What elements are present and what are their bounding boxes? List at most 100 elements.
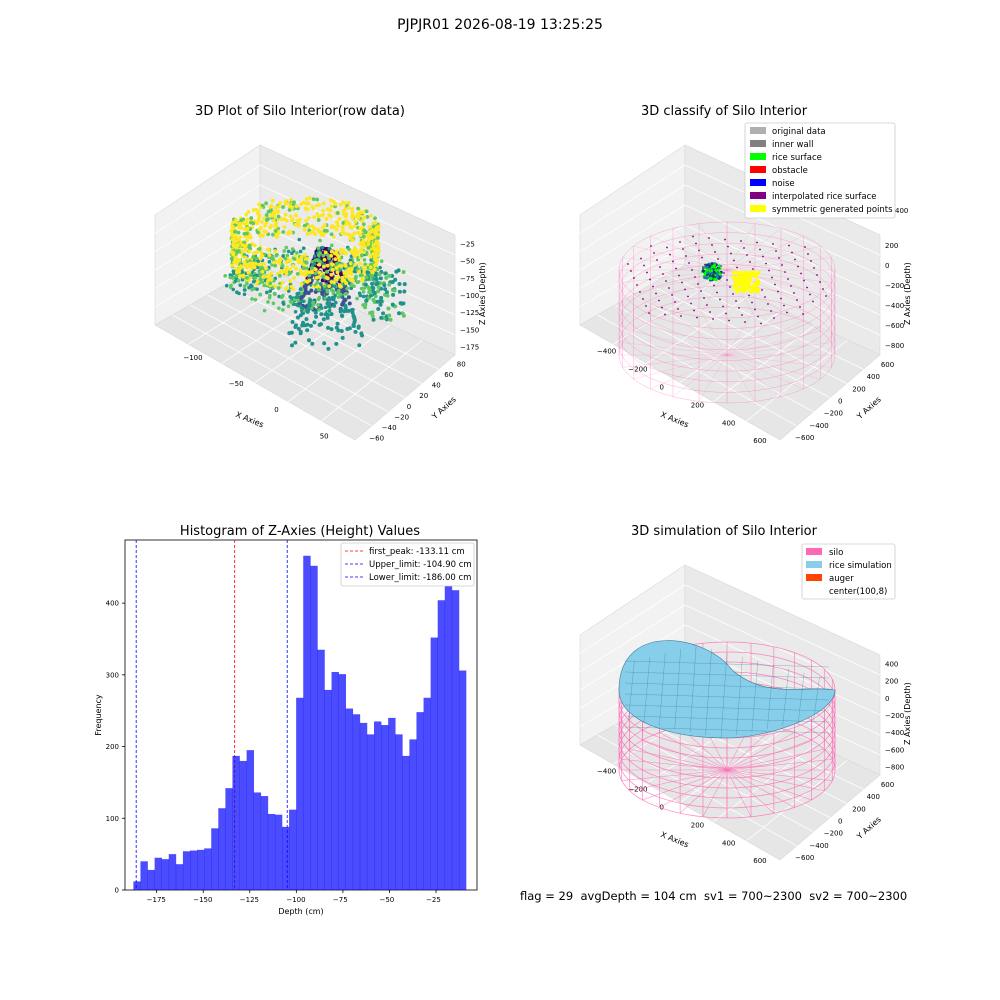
p4-ytick-label: 200 bbox=[852, 805, 865, 813]
p1-point bbox=[373, 216, 377, 220]
p1-point bbox=[275, 235, 279, 239]
p3-bar bbox=[268, 814, 275, 890]
p1-point bbox=[310, 260, 314, 264]
p2-point bbox=[791, 252, 793, 254]
p1-point bbox=[368, 290, 372, 294]
p1-point bbox=[336, 211, 340, 215]
p1-point bbox=[324, 306, 328, 310]
p1-point bbox=[369, 265, 373, 269]
p1-point bbox=[284, 269, 288, 273]
p1-point bbox=[335, 278, 339, 282]
p3-bar bbox=[374, 721, 381, 890]
p2-point bbox=[751, 286, 754, 289]
p1-point bbox=[403, 282, 407, 286]
p1-point bbox=[278, 262, 282, 266]
p2-point bbox=[682, 248, 684, 250]
p1-point bbox=[372, 318, 376, 322]
p2-point bbox=[728, 320, 730, 322]
p1-point bbox=[294, 267, 298, 271]
p3-bar bbox=[388, 718, 395, 890]
p1-point bbox=[391, 303, 395, 307]
p1-point bbox=[241, 274, 245, 278]
p2-point bbox=[696, 317, 698, 319]
p1-point bbox=[287, 304, 291, 308]
p2-xtick-label: 600 bbox=[753, 437, 766, 445]
p2-legend-swatch bbox=[750, 192, 766, 199]
p1-point bbox=[290, 331, 294, 335]
p1-point bbox=[347, 206, 351, 210]
p1-point bbox=[356, 215, 360, 219]
p2-point bbox=[665, 280, 667, 282]
p1-point bbox=[258, 293, 262, 297]
p1-point bbox=[230, 264, 234, 268]
p1-point bbox=[300, 292, 304, 296]
p1-point bbox=[350, 207, 354, 211]
p3-bar bbox=[261, 796, 268, 890]
p1-point bbox=[255, 256, 259, 260]
p1-point bbox=[333, 251, 337, 255]
p4-legend-label: center(100,8) bbox=[829, 587, 887, 597]
p1-point bbox=[307, 270, 311, 274]
p2-point bbox=[719, 299, 721, 301]
p1-point bbox=[303, 227, 307, 231]
p1-point bbox=[268, 205, 272, 209]
p2-point bbox=[790, 285, 792, 287]
p1-point bbox=[258, 247, 262, 251]
p1-point bbox=[322, 265, 326, 269]
p3-bar bbox=[416, 712, 423, 890]
p1-point bbox=[233, 230, 237, 234]
p1-point bbox=[315, 198, 319, 202]
p4-ztick-label: 200 bbox=[885, 678, 898, 686]
p2-point bbox=[703, 276, 706, 279]
p1-point bbox=[357, 270, 361, 274]
p1-point bbox=[318, 271, 322, 275]
p1-point bbox=[340, 264, 344, 268]
p1-point bbox=[304, 219, 308, 223]
p2-point bbox=[767, 303, 769, 305]
p1-ztick-label: −25 bbox=[460, 241, 475, 249]
p2-point bbox=[756, 279, 759, 282]
p2-point bbox=[724, 239, 726, 241]
p1-point bbox=[325, 217, 329, 221]
p1-point bbox=[339, 292, 343, 296]
p1-point bbox=[261, 204, 265, 208]
p1-point bbox=[360, 254, 364, 258]
p2-point bbox=[816, 274, 818, 276]
p1-point bbox=[370, 274, 374, 278]
p1-point bbox=[316, 303, 320, 307]
p1-point bbox=[302, 246, 306, 250]
p1-point bbox=[283, 225, 287, 229]
p1-point bbox=[386, 307, 390, 311]
p2-ytick-label: −200 bbox=[824, 410, 843, 418]
p2-point bbox=[717, 258, 719, 260]
p2-point bbox=[759, 249, 761, 251]
p1-point bbox=[358, 210, 362, 214]
p1-point bbox=[296, 272, 300, 276]
p2-point bbox=[709, 277, 712, 280]
p1-point bbox=[276, 210, 280, 214]
p2-point bbox=[825, 295, 827, 297]
p2-legend-label: interpolated rice surface bbox=[772, 192, 877, 202]
p2-point bbox=[646, 272, 648, 274]
p1-point bbox=[285, 219, 289, 223]
p1-point bbox=[360, 247, 364, 251]
p1-point bbox=[258, 214, 262, 218]
p2-point bbox=[725, 313, 727, 315]
p1-point bbox=[292, 202, 296, 206]
p4-ytick-label: 600 bbox=[881, 781, 894, 789]
p2-point bbox=[754, 283, 757, 286]
p2-point bbox=[774, 284, 776, 286]
p1-point bbox=[244, 264, 248, 268]
p2-point bbox=[799, 306, 801, 308]
p2-point bbox=[688, 262, 690, 264]
p1-point bbox=[232, 269, 236, 273]
p2-ytick-label: −400 bbox=[809, 422, 828, 430]
p4-ztick-label: 400 bbox=[885, 661, 898, 669]
p1-point bbox=[342, 279, 346, 283]
p1-point bbox=[251, 255, 255, 259]
p3-bar bbox=[296, 698, 303, 890]
p1-point bbox=[304, 206, 308, 210]
p2-point bbox=[762, 256, 764, 258]
p2-point bbox=[736, 267, 738, 269]
p1-point bbox=[290, 206, 294, 210]
